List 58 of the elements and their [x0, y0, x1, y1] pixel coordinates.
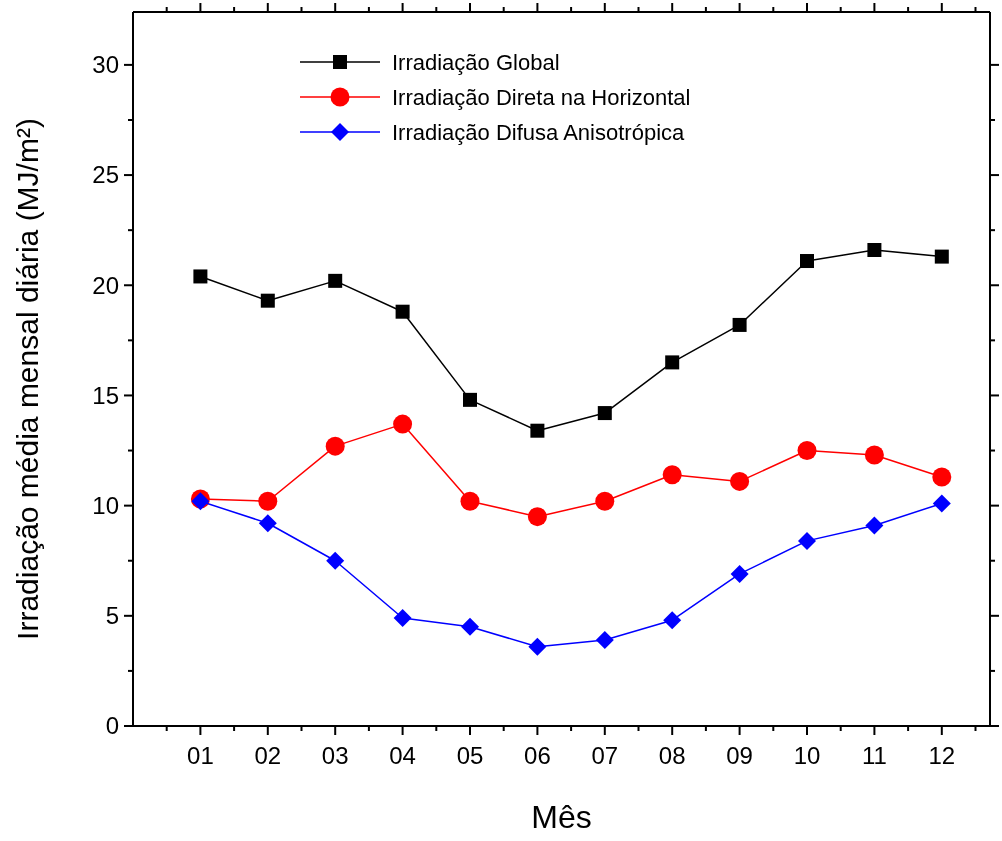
x-tick-label: 07 — [591, 742, 619, 769]
legend-label: Irradiação Difusa Anisotrópica — [392, 119, 686, 145]
point — [864, 445, 884, 465]
point — [597, 406, 612, 421]
point — [528, 637, 547, 656]
point — [258, 491, 278, 511]
x-tick-label: 01 — [187, 742, 214, 769]
x-tick-label: 08 — [658, 742, 686, 769]
point — [258, 514, 277, 533]
point — [530, 423, 545, 438]
point — [932, 467, 952, 487]
x-tick-label: 12 — [928, 742, 956, 769]
y-axis-title: Irradiação média mensal diária (MJ/m²) — [11, 118, 44, 640]
point — [797, 441, 817, 461]
y-tick-label: 5 — [105, 602, 119, 630]
point — [800, 254, 814, 269]
point — [461, 617, 479, 636]
point — [325, 436, 345, 456]
x-tick-label: 04 — [389, 742, 416, 769]
point — [663, 611, 682, 630]
y-tick-label: 10 — [92, 492, 119, 520]
x-tick-label: 10 — [793, 742, 821, 769]
point — [665, 355, 680, 370]
x-tick-label: 11 — [861, 742, 887, 769]
point — [463, 392, 477, 407]
point — [193, 269, 208, 284]
y-tick-label: 25 — [92, 161, 119, 189]
point — [867, 243, 882, 257]
point — [527, 507, 547, 527]
point — [460, 491, 480, 511]
point — [798, 531, 816, 550]
point — [865, 516, 884, 535]
legend-label: Irradiação Global — [392, 49, 560, 75]
y-tick-label: 30 — [92, 51, 119, 79]
point — [730, 471, 750, 491]
point — [328, 273, 343, 288]
y-tick-label: 15 — [92, 381, 119, 409]
point — [395, 304, 410, 319]
point — [934, 249, 949, 264]
point — [260, 293, 275, 308]
point — [932, 494, 951, 513]
point — [730, 564, 749, 583]
point — [662, 465, 682, 485]
x-tick-label: 06 — [524, 742, 551, 769]
x-tick-label: 09 — [726, 742, 753, 769]
y-tick-label: 20 — [92, 271, 119, 299]
y-tick-label: 0 — [105, 712, 119, 740]
x-tick-label: 05 — [456, 742, 484, 769]
x-tick-label: 03 — [321, 742, 349, 769]
point — [595, 491, 615, 511]
point — [393, 609, 412, 628]
x-tick-label: 02 — [254, 742, 282, 769]
legend-label: Irradiação Direta na Horizontal — [392, 84, 691, 110]
x-axis-title: Mês — [531, 799, 592, 835]
point — [732, 317, 747, 332]
point — [595, 631, 614, 650]
point — [393, 414, 413, 434]
point — [326, 551, 345, 570]
